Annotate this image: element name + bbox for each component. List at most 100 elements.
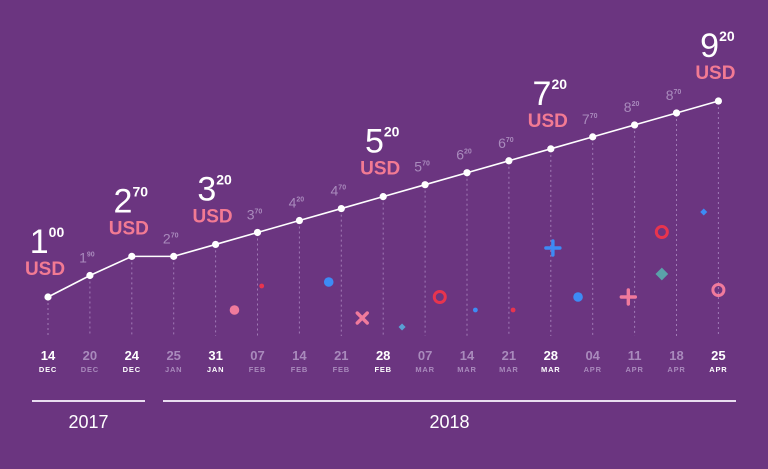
price-major-digit: 6 (456, 147, 464, 163)
price-minor-digits: 70 (506, 137, 514, 144)
price-label-major: 920 (700, 27, 735, 65)
x-tick-day-label: 07 (250, 348, 264, 363)
price-unit-label: USD (360, 159, 400, 180)
x-tick-month-label: APR (667, 365, 685, 374)
price-unit-label: USD (193, 206, 233, 227)
x-tick-day-label: 14 (460, 348, 475, 363)
price-label-minor: 190 (79, 249, 95, 265)
price-label-minor: 620 (456, 147, 472, 163)
decoration-plus (619, 288, 638, 306)
x-tick-day-label: 14 (292, 348, 307, 363)
x-tick-day-label: 11 (628, 348, 642, 363)
price-unit-label: USD (695, 63, 735, 84)
x-tick-month-label: DEC (123, 365, 141, 374)
price-label-minor: 820 (624, 99, 640, 115)
decoration-dot (229, 305, 240, 315)
price-unit-label: USD (528, 111, 568, 132)
x-tick-month-label: FEB (374, 365, 391, 374)
x-tick-month-label: APR (709, 365, 727, 374)
price-minor-digits: 20 (216, 171, 232, 187)
x-tick-day-label: 21 (334, 348, 348, 363)
data-point (631, 121, 639, 129)
data-point (463, 169, 471, 177)
x-tick-month-label: FEB (333, 365, 350, 374)
data-point (547, 145, 555, 153)
price-label-major: 100 (30, 223, 65, 261)
data-point (421, 181, 429, 189)
price-minor-digits: 20 (719, 28, 735, 44)
x-tick-day-label: 07 (418, 348, 432, 363)
decoration-dot-small (510, 307, 516, 313)
data-point (589, 133, 597, 141)
x-tick-month-label: DEC (39, 365, 57, 374)
year-label: 2017 (68, 412, 108, 432)
decoration-cross (355, 311, 369, 325)
price-label-major: 320 (197, 170, 232, 208)
price-unit-label: USD (109, 218, 149, 239)
year-label: 2018 (429, 412, 469, 432)
x-tick-day-label: 21 (502, 348, 516, 363)
x-tick-day-label: 28 (376, 348, 390, 363)
price-major-digit: 5 (414, 159, 422, 175)
price-minor-digits: 70 (132, 183, 148, 199)
x-tick-month-label: MAR (541, 365, 560, 374)
data-point (714, 97, 723, 105)
x-tick-month-label: MAR (499, 365, 518, 374)
price-major-digit: 8 (666, 87, 674, 103)
x-tick-month-label: JAN (207, 365, 224, 374)
price-major-digit: 1 (79, 249, 87, 265)
x-tick-month-label: MAR (457, 365, 476, 374)
x-tick-day-label: 14 (41, 348, 56, 363)
decoration-dot-small (472, 307, 478, 313)
data-point (672, 109, 681, 117)
price-label-major: 520 (365, 123, 400, 161)
price-label-minor: 470 (331, 183, 347, 199)
data-point (505, 157, 513, 165)
price-minor-digits: 20 (464, 149, 472, 156)
x-tick-day-label: 25 (711, 348, 725, 363)
x-tick-month-label: JAN (165, 365, 182, 374)
price-minor-digits: 90 (87, 251, 95, 258)
x-tick-month-label: APR (584, 365, 602, 374)
price-label-minor: 420 (289, 195, 305, 211)
decoration-dot (573, 292, 583, 302)
x-tick-day-label: 04 (585, 348, 600, 363)
price-minor-digits: 00 (49, 224, 65, 240)
price-major-digit: 8 (624, 99, 632, 115)
price-major-digit: 3 (197, 170, 216, 208)
decoration-dot-small (259, 283, 265, 289)
price-major-digit: 7 (582, 111, 590, 127)
price-label-minor: 670 (498, 135, 514, 151)
x-tick-month-label: MAR (415, 365, 434, 374)
price-minor-digits: 70 (674, 89, 682, 96)
price-minor-digits: 70 (255, 208, 263, 215)
decoration-diamond-small (398, 323, 406, 331)
x-tick-day-label: 25 (166, 348, 180, 363)
data-point (128, 252, 136, 260)
decoration-plus (544, 239, 562, 257)
price-minor-digits: 20 (384, 124, 400, 140)
data-point (212, 240, 220, 249)
x-tick-month-label: FEB (291, 365, 308, 374)
price-major-digit: 2 (114, 182, 133, 220)
price-label-minor: 570 (414, 159, 430, 175)
decoration-dot (323, 277, 334, 287)
price-label-minor: 270 (163, 230, 179, 246)
decoration-diamond-small (700, 208, 708, 216)
x-tick-day-label: 31 (208, 348, 222, 363)
data-point (86, 271, 94, 280)
price-major-digit: 4 (331, 183, 339, 199)
x-tick-day-label: 20 (83, 348, 97, 363)
data-point (379, 193, 387, 201)
price-major-digit: 6 (498, 135, 506, 151)
x-tick-day-label: 24 (125, 348, 140, 363)
price-major-digit: 4 (289, 195, 297, 211)
data-point (44, 293, 52, 301)
decoration-ring (654, 225, 669, 239)
price-label-minor: 870 (666, 87, 682, 103)
x-tick-day-label: 18 (669, 348, 683, 363)
decoration-ring (711, 283, 726, 297)
x-tick-month-label: FEB (249, 365, 266, 374)
price-major-digit: 1 (30, 223, 49, 261)
